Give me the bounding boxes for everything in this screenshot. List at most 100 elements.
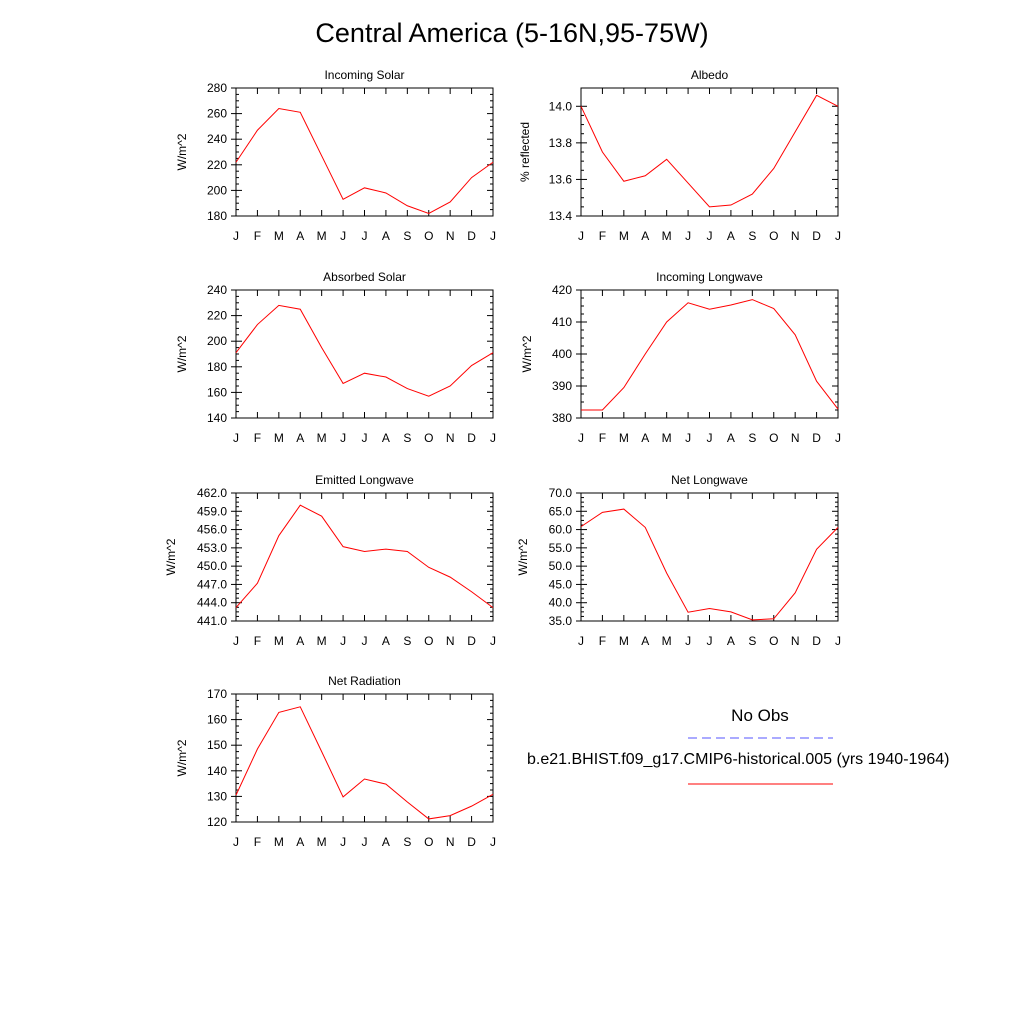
y-tick-label: 456.0 (197, 523, 227, 537)
x-tick-label: M (619, 229, 629, 243)
x-tick-label: A (382, 431, 390, 445)
x-tick-label: A (296, 229, 304, 243)
series-line (580, 94, 839, 208)
x-tick-label: A (641, 634, 649, 648)
y-axis-label: W/m^2 (164, 538, 178, 575)
y-tick-label: 13.4 (549, 209, 573, 223)
x-tick-label: N (446, 835, 455, 849)
x-tick-label: S (748, 431, 756, 445)
y-tick-label: 400 (552, 347, 572, 361)
y-tick-label: 65.0 (549, 504, 573, 518)
x-tick-label: O (424, 431, 433, 445)
x-tick-label: A (382, 634, 390, 648)
x-tick-label: M (274, 835, 284, 849)
y-tick-label: 13.8 (549, 136, 573, 150)
series-line (235, 504, 494, 608)
y-tick-label: 120 (207, 815, 227, 829)
x-tick-label: D (467, 835, 476, 849)
x-tick-label: N (791, 431, 800, 445)
x-tick-label: A (296, 634, 304, 648)
y-tick-label: 55.0 (549, 541, 573, 555)
x-tick-label: M (619, 634, 629, 648)
y-tick-label: 410 (552, 315, 572, 329)
x-tick-label: J (707, 431, 713, 445)
x-tick-label: M (619, 431, 629, 445)
y-tick-label: 160 (207, 713, 227, 727)
y-tick-label: 462.0 (197, 486, 227, 500)
y-tick-label: 200 (207, 334, 227, 348)
x-tick-label: J (490, 835, 496, 849)
y-tick-label: 130 (207, 789, 227, 803)
series-line (580, 508, 839, 621)
x-tick-label: M (274, 634, 284, 648)
x-tick-label: M (662, 634, 672, 648)
y-axis-label: W/m^2 (175, 133, 189, 170)
y-tick-label: 390 (552, 379, 572, 393)
x-tick-label: M (317, 229, 327, 243)
x-tick-label: N (446, 431, 455, 445)
x-tick-label: J (578, 634, 584, 648)
x-tick-label: J (340, 835, 346, 849)
x-tick-label: F (599, 634, 606, 648)
x-tick-label: J (362, 634, 368, 648)
x-tick-label: J (835, 431, 841, 445)
x-tick-label: J (490, 431, 496, 445)
x-tick-label: A (727, 634, 735, 648)
x-tick-label: J (835, 634, 841, 648)
x-tick-label: S (403, 634, 411, 648)
series-line (235, 706, 494, 820)
x-tick-label: A (641, 229, 649, 243)
x-tick-label: J (362, 229, 368, 243)
x-tick-label: O (424, 835, 433, 849)
panel-title: Emitted Longwave (315, 473, 414, 487)
x-tick-label: D (467, 431, 476, 445)
x-tick-label: O (424, 634, 433, 648)
x-tick-label: S (403, 835, 411, 849)
legend-obs-label: No Obs (731, 706, 789, 725)
x-tick-label: O (769, 431, 778, 445)
y-tick-label: 150 (207, 738, 227, 752)
x-tick-label: D (467, 634, 476, 648)
x-tick-label: N (791, 634, 800, 648)
x-tick-label: J (707, 229, 713, 243)
x-tick-label: J (685, 431, 691, 445)
x-tick-label: O (769, 229, 778, 243)
x-tick-label: F (599, 229, 606, 243)
x-tick-label: A (382, 229, 390, 243)
x-tick-label: J (490, 634, 496, 648)
y-tick-label: 70.0 (549, 486, 573, 500)
x-tick-label: D (812, 431, 821, 445)
x-tick-label: J (835, 229, 841, 243)
y-tick-label: 220 (207, 158, 227, 172)
panel-title: Albedo (691, 68, 729, 82)
x-tick-label: A (296, 835, 304, 849)
x-tick-label: F (254, 431, 261, 445)
plot-frame (580, 492, 839, 622)
x-tick-label: A (382, 835, 390, 849)
x-tick-label: J (233, 835, 239, 849)
y-tick-label: 14.0 (549, 99, 573, 113)
x-tick-label: A (727, 431, 735, 445)
y-tick-label: 444.0 (197, 596, 227, 610)
panel-title: Net Longwave (671, 473, 748, 487)
x-tick-label: A (727, 229, 735, 243)
y-tick-label: 160 (207, 385, 227, 399)
x-tick-label: O (769, 634, 778, 648)
x-tick-label: M (274, 229, 284, 243)
y-tick-label: 240 (207, 132, 227, 146)
x-tick-label: J (578, 229, 584, 243)
x-tick-label: J (707, 634, 713, 648)
y-tick-label: 260 (207, 107, 227, 121)
y-tick-label: 240 (207, 283, 227, 297)
x-tick-label: J (233, 634, 239, 648)
panel-title: Absorbed Solar (323, 270, 406, 284)
x-tick-label: D (467, 229, 476, 243)
x-tick-label: A (296, 431, 304, 445)
y-tick-label: 459.0 (197, 504, 227, 518)
x-tick-label: M (662, 431, 672, 445)
